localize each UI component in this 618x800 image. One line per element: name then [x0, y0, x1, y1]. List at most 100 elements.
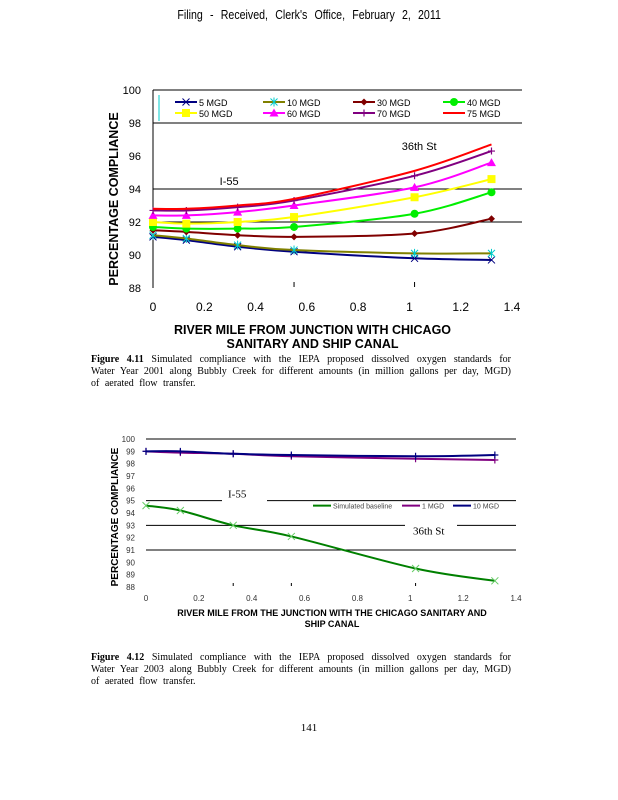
- annotation-i55: I-55: [220, 176, 239, 188]
- legend-label: 10 MGD: [473, 504, 499, 511]
- y-tick-label: 89: [126, 571, 135, 580]
- data-point: [234, 231, 242, 239]
- y-axis-title: PERCENTAGE COMPLIANCE: [107, 112, 121, 285]
- y-tick-label: 90: [129, 250, 141, 262]
- y-tick-label: 97: [126, 472, 135, 481]
- figure-4-12-caption-text: Simulated compliance with the IEPA propo…: [91, 652, 511, 687]
- data-point: [491, 451, 499, 459]
- annotation-36th-st: 36th St: [402, 141, 437, 153]
- data-point: [487, 256, 496, 264]
- data-point: [142, 501, 150, 510]
- data-point: [411, 230, 419, 238]
- y-tick-label: 88: [126, 583, 135, 592]
- legend-label: 1 MGD: [422, 504, 444, 511]
- data-point: [142, 447, 150, 455]
- legend-label: 40 MGD: [467, 98, 501, 108]
- data-point: [289, 201, 299, 209]
- data-point: [487, 188, 496, 197]
- data-point: [487, 147, 495, 155]
- legend-label: Simulated baseline: [333, 504, 392, 511]
- legend-label: 10 MGD: [287, 98, 321, 108]
- data-point: [411, 564, 420, 573]
- x-axis-title-line2: SHIP CANAL: [305, 619, 360, 629]
- figure-4-12-caption: Figure 4.12 Simulated compliance with th…: [91, 652, 511, 688]
- legend-marker: [270, 97, 278, 107]
- data-point: [290, 222, 299, 231]
- data-point: [491, 576, 499, 585]
- x-tick-label: 0.8: [350, 300, 367, 314]
- y-tick-label: 99: [126, 447, 135, 456]
- data-point: [182, 219, 191, 228]
- x-tick-label: 0.2: [196, 300, 213, 314]
- page-number: 141: [300, 722, 318, 734]
- x-tick-label: 0.4: [246, 594, 258, 603]
- y-tick-label: 96: [129, 151, 141, 163]
- legend-label: 5 MGD: [199, 98, 228, 108]
- legend-marker: [360, 109, 368, 117]
- legend-marker: [269, 108, 279, 117]
- figure-4-11-caption-label: Figure 4.11: [91, 354, 144, 365]
- data-point: [411, 172, 419, 180]
- x-tick-label: 0.4: [247, 300, 264, 314]
- y-tick-label: 100: [122, 435, 136, 444]
- series-line-75-mgd: [152, 143, 492, 211]
- y-tick-label: 93: [126, 521, 135, 530]
- y-tick-label: 92: [126, 534, 135, 543]
- x-axis-title: RIVER MILE FROM THE JUNCTION WITH THE CH…: [177, 608, 487, 618]
- figure-4-12-caption-label: Figure 4.12: [91, 652, 145, 663]
- data-point: [182, 234, 191, 243]
- y-tick-label: 94: [126, 509, 135, 518]
- x-tick-label: 0.2: [193, 594, 205, 603]
- x-tick-label: 1: [408, 594, 413, 603]
- y-tick-label: 92: [129, 217, 141, 229]
- x-tick-label: 1.4: [504, 300, 521, 314]
- x-tick-label: 1.4: [510, 594, 522, 603]
- y-tick-label: 100: [123, 85, 141, 97]
- x-tick-label: 0: [144, 594, 149, 603]
- data-point: [233, 207, 243, 216]
- legend-marker: [182, 109, 190, 117]
- y-tick-label: 98: [126, 460, 135, 469]
- data-point: [486, 158, 496, 167]
- data-point: [487, 248, 496, 258]
- y-tick-label: 91: [126, 546, 135, 555]
- data-point: [410, 209, 419, 218]
- data-point: [410, 193, 419, 202]
- legend-marker: [182, 98, 190, 106]
- data-point: [410, 248, 419, 258]
- legend-label: 70 MGD: [377, 109, 411, 119]
- x-axis-title-line2: SANITARY AND SHIP CANAL: [226, 337, 398, 351]
- x-tick-label: 0: [150, 300, 157, 314]
- chart-figure-4-11: 88 90 92 94 96 98 100 0 0.2 0.4 0.6 0.8 1 1.2 1.4 RIVER…: [107, 85, 522, 351]
- data-point: [229, 450, 237, 458]
- data-point: [233, 224, 242, 233]
- data-point: [487, 215, 495, 223]
- data-point: [412, 452, 420, 460]
- y-tick-label: 88: [129, 283, 141, 295]
- annotation-36th-st: 36th St: [413, 526, 444, 538]
- figure-4-11-caption-text: Simulated compliance with the IEPA propo…: [91, 354, 511, 389]
- y-tick-label: 90: [126, 558, 135, 567]
- legend-label: 30 MGD: [377, 98, 411, 108]
- data-point: [181, 210, 191, 219]
- page-header: Filing - Received, Clerk's Office, Febru…: [177, 8, 441, 22]
- x-tick-label: 0.6: [299, 300, 316, 314]
- x-tick-label: 1.2: [452, 300, 469, 314]
- data-point: [290, 245, 298, 255]
- data-point: [233, 218, 242, 226]
- y-tick-label: 94: [129, 184, 141, 196]
- data-point: [290, 233, 298, 241]
- data-point: [149, 218, 157, 226]
- x-tick-label: 1.2: [458, 594, 470, 603]
- legend-label: 50 MGD: [199, 109, 233, 119]
- data-point: [176, 506, 185, 515]
- x-tick-label: 1: [406, 300, 413, 314]
- data-point: [287, 451, 295, 459]
- x-tick-label: 0.8: [352, 594, 364, 603]
- data-point: [148, 210, 158, 219]
- data-point: [487, 175, 496, 184]
- data-point: [410, 182, 420, 191]
- legend-marker: [360, 98, 368, 106]
- annotation-i55: I-55: [228, 489, 247, 501]
